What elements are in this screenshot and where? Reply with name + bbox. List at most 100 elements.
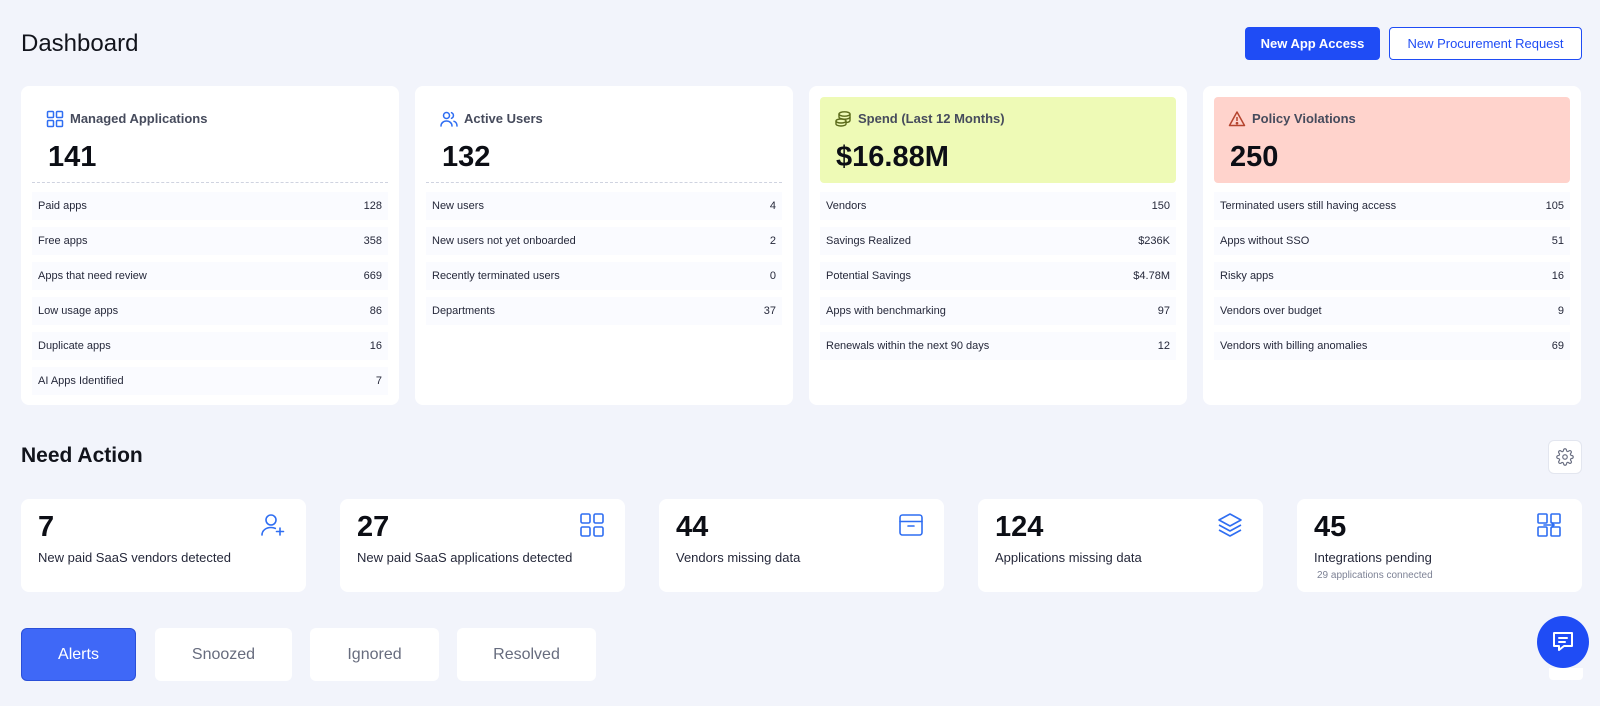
card-header: Managed Applications 141 [32,97,388,183]
stat-row[interactable]: Apps without SSO 51 [1214,227,1570,255]
tab-alerts[interactable]: Alerts [21,628,136,681]
card-label: Active Users [464,111,543,126]
stat-row[interactable]: Vendors over budget 9 [1214,297,1570,325]
action-tile-vendors-detected[interactable]: 7 New paid SaaS vendors detected [21,499,306,592]
action-tile-applications-detected[interactable]: 27 New paid SaaS applications detected [340,499,625,592]
row-value: 2 [769,235,776,247]
tile-label: New paid SaaS vendors detected [38,550,231,565]
integration-icon [1537,513,1561,537]
stat-row[interactable]: Vendors 150 [820,192,1176,220]
row-label: Vendors with billing anomalies [1220,340,1368,352]
settings-button[interactable] [1548,440,1582,474]
tile-label: Vendors missing data [676,550,801,565]
row-value: 16 [1551,270,1564,282]
row-label: New users [432,200,484,212]
page-title: Dashboard [21,30,139,57]
row-label: Vendors [826,200,867,212]
spend-card[interactable]: Spend (Last 12 Months) $16.88M Vendors 15… [809,86,1187,405]
card-label: Spend (Last 12 Months) [858,111,1005,126]
row-value: 16 [369,340,382,352]
stat-row[interactable]: Risky apps 16 [1214,262,1570,290]
policy-violations-card[interactable]: Policy Violations 250 Terminated users s… [1203,86,1581,405]
stat-row[interactable]: Savings Realized $236K [820,227,1176,255]
row-value: 0 [769,270,776,282]
managed-applications-card[interactable]: Managed Applications 141 Paid apps 128 Fr… [21,86,399,405]
row-value: 105 [1545,200,1564,212]
row-value: 51 [1551,235,1564,247]
card-header: Policy Violations 250 [1214,97,1570,183]
stat-row[interactable]: New users 4 [426,192,782,220]
row-label: Risky apps [1220,270,1274,282]
card-label: Managed Applications [70,111,208,126]
stat-row[interactable]: Terminated users still having access 105 [1214,192,1570,220]
action-tile-vendors-missing-data[interactable]: 44 Vendors missing data [659,499,944,592]
tile-subtext: 29 applications connected [1317,570,1433,581]
row-label: Renewals within the next 90 days [826,340,990,352]
action-tile-integrations-pending[interactable]: 45 Integrations pending 29 applications … [1297,499,1582,592]
stat-row[interactable]: Low usage apps 86 [32,297,388,325]
card-value: 132 [442,141,491,173]
stat-row[interactable]: AI Apps Identified 7 [32,367,388,395]
tab-ignored[interactable]: Ignored [310,628,439,681]
row-value: 12 [1157,340,1170,352]
tile-value: 7 [38,511,55,543]
stat-row[interactable]: Free apps 358 [32,227,388,255]
card-value: 141 [48,141,97,173]
layers-icon [1218,513,1242,537]
card-header: Active Users 132 [426,97,782,183]
card-rows: Vendors 150 Savings Realized $236K Potenti… [820,192,1176,367]
row-label: Recently terminated users [432,270,560,282]
row-value: 37 [763,305,776,317]
stat-row[interactable]: Apps with benchmarking 97 [820,297,1176,325]
grid-icon [580,513,604,537]
row-label: AI Apps Identified [38,375,124,387]
row-value: 128 [363,200,382,212]
row-value: 97 [1157,305,1170,317]
row-label: Terminated users still having access [1220,200,1397,212]
need-action-title: Need Action [21,444,143,467]
stat-row[interactable]: Departments 37 [426,297,782,325]
active-users-card[interactable]: Active Users 132 New users 4 New users no… [415,86,793,405]
row-value: 150 [1151,200,1170,212]
action-tile-applications-missing-data[interactable]: 124 Applications missing data [978,499,1263,592]
stat-row[interactable]: Apps that need review 669 [32,262,388,290]
row-value: 9 [1557,305,1564,317]
card-label: Policy Violations [1252,111,1356,126]
stat-row[interactable]: New users not yet onboarded 2 [426,227,782,255]
row-value: $4.78M [1133,270,1170,282]
card-rows: Paid apps 128 Free apps 358 Apps that need… [32,192,388,402]
stat-row[interactable]: Potential Savings $4.78M [820,262,1176,290]
row-label: Potential Savings [826,270,911,282]
card-header: Spend (Last 12 Months) $16.88M [820,97,1176,183]
stat-row[interactable]: Vendors with billing anomalies 69 [1214,332,1570,360]
coins-icon [835,111,851,127]
tile-value: 124 [995,511,1044,543]
row-label: Apps that need review [38,270,147,282]
tile-value: 27 [357,511,390,543]
tile-value: 45 [1314,511,1347,543]
stat-row[interactable]: Recently terminated users 0 [426,262,782,290]
grid-icon [46,110,64,128]
tab-resolved[interactable]: Resolved [457,628,596,681]
row-label: Duplicate apps [38,340,111,352]
row-label: Free apps [38,235,88,247]
card-value: $16.88M [836,141,949,173]
card-rows: New users 4 New users not yet onboarded 2 … [426,192,782,332]
stat-row[interactable]: Renewals within the next 90 days 12 [820,332,1176,360]
gear-icon [1556,448,1574,466]
row-label: New users not yet onboarded [432,235,576,247]
new-app-access-button[interactable]: New App Access [1245,27,1380,60]
row-label: Paid apps [38,200,87,212]
new-procurement-request-button[interactable]: New Procurement Request [1389,27,1582,60]
row-label: Low usage apps [38,305,119,317]
row-label: Savings Realized [826,235,911,247]
stat-row[interactable]: Duplicate apps 16 [32,332,388,360]
row-value: $236K [1138,235,1170,247]
row-label: Apps with benchmarking [826,305,946,317]
row-label: Vendors over budget [1220,305,1322,317]
tab-snoozed[interactable]: Snoozed [155,628,292,681]
row-value: 358 [363,235,382,247]
tile-value: 44 [676,511,709,543]
stat-row[interactable]: Paid apps 128 [32,192,388,220]
chat-button[interactable] [1537,616,1589,668]
